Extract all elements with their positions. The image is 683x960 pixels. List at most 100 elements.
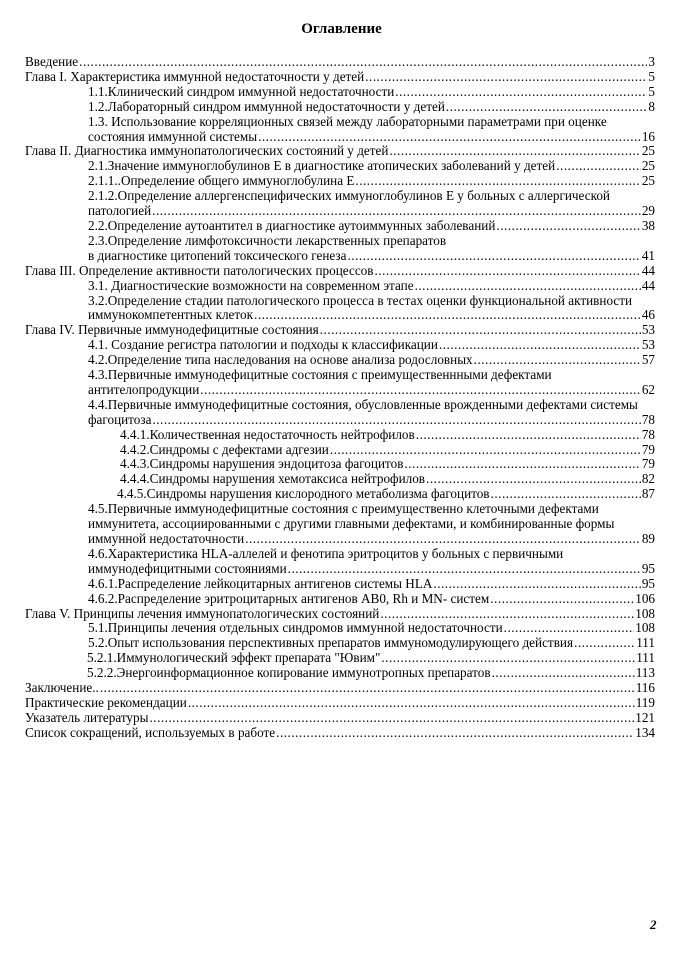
toc-entry[interactable]: 5.2.1.Иммунологический эффект препарата … (25, 650, 655, 666)
dot-leader (148, 711, 634, 726)
toc-page-number: 134 (635, 724, 655, 740)
toc-page-number: 38 (641, 217, 655, 233)
toc-entry-title: иммунитета, ассоциированными с другими г… (88, 516, 615, 532)
toc-page-number: 57 (641, 352, 655, 368)
toc-entry[interactable]: Глава I. Характеристика иммунной недоста… (25, 68, 655, 85)
toc-entry[interactable]: Глава V. Принципы лечения иммунопатологи… (25, 605, 655, 622)
dot-leader (380, 651, 635, 666)
toc-entry[interactable]: 2.1.1..Определение общего иммуноглобулин… (25, 173, 655, 189)
toc-entry[interactable]: 1.1.Клинический синдром иммунной недоста… (25, 83, 655, 100)
toc-page-number: 95 (641, 560, 655, 576)
toc-page-number: 25 (641, 158, 655, 174)
toc-entry[interactable]: 4.4.1.Количественная недостаточность ней… (25, 426, 655, 443)
toc-page-number: 5 (648, 68, 655, 84)
dot-leader (503, 621, 635, 636)
toc-entry[interactable]: Практические рекомендации 119 (25, 694, 655, 711)
toc-entry[interactable]: 2.3.Определение лимфотоксичности лекарст… (25, 233, 655, 264)
dot-leader (374, 264, 641, 279)
toc-entry[interactable]: Заключение.. 116 (25, 680, 655, 696)
toc-page-number: 82 (641, 471, 655, 487)
toc-entry[interactable]: Глава III. Определение активности патоло… (25, 262, 655, 279)
dot-leader (253, 308, 641, 323)
toc-page-number: 44 (641, 262, 655, 278)
toc-entry-title: 4.2.Определение типа наследования на осн… (88, 352, 473, 368)
toc-page-number: 111 (636, 650, 655, 666)
toc-entry[interactable]: Введение 3 (25, 54, 655, 70)
toc-entry-title: 2.2.Определение аутоантител в диагностик… (88, 217, 496, 233)
toc-page-number: 25 (641, 173, 655, 189)
toc-entry[interactable]: 2.1.2.Определение аллергенспецифических … (25, 188, 655, 219)
toc-entry-title: 4.4.4.Синдромы нарушения хемотаксиса ней… (120, 471, 426, 487)
toc-entry[interactable]: 4.4.4.Синдромы нарушения хемотаксиса ней… (25, 471, 655, 487)
toc-entry-title: 4.3.Первичные иммунодефицитные состояния… (88, 367, 552, 383)
toc-entry-title: 3.2.Определение стадии патологического п… (88, 292, 633, 308)
toc-entry-title: 4.4.1.Количественная недостаточность ней… (120, 426, 415, 442)
toc-entry[interactable]: Глава IV. Первичные иммунодефицитные сос… (25, 322, 655, 338)
toc-page-number: 46 (641, 307, 655, 323)
dot-leader (379, 607, 634, 622)
toc-page-number: 79 (641, 441, 655, 457)
toc-entry[interactable]: 4.2.Определение типа наследования на осн… (25, 352, 655, 368)
toc-page-number: 62 (641, 381, 655, 397)
dot-leader (495, 219, 640, 234)
toc-entry[interactable]: 3.2.Определение стадии патологического п… (25, 292, 655, 324)
toc-entry[interactable]: 2.1.Значение иммуноглобулинов Е в диагно… (25, 158, 655, 174)
toc-entry[interactable]: 5.2.2.Энергоинформационное копирование и… (25, 665, 655, 681)
toc-entry[interactable]: Глава II. Диагностика иммунопатологическ… (25, 144, 655, 160)
toc-entry[interactable]: 4.6.Характеристика HLA-аллелей и фенотип… (25, 545, 655, 577)
dot-leader (287, 562, 641, 577)
toc-entry[interactable]: 5.1.Принципы лечения отдельных синдромов… (25, 620, 655, 637)
toc-entry-title: 4.4.3.Синдромы нарушения эндоцитоза фаго… (120, 456, 404, 472)
toc-entry-title: 4.5.Первичные иммунодефицитные состояния… (88, 501, 599, 517)
dot-leader (445, 100, 648, 115)
toc-entry-title: патологией (88, 203, 152, 219)
toc-entry-title: 1.1.Клинический синдром иммунной недоста… (88, 83, 395, 99)
toc-entry-title: иммунодефицитными состояниями (88, 560, 287, 576)
toc-entry-title: Введение (25, 54, 79, 69)
toc-entry[interactable]: 4.4.3.Синдромы нарушения эндоцитоза фаго… (25, 456, 655, 473)
toc-entry[interactable]: 3.1. Диагностические возможности на совр… (25, 278, 655, 294)
dot-leader (199, 383, 641, 398)
toc-entry[interactable]: 1.3. Использование корреляционных связей… (25, 114, 655, 145)
toc-entry-title: 5.2.Опыт использования перспективных пре… (88, 635, 574, 651)
toc-entry-title: в диагностике цитопений токсического ген… (88, 247, 347, 263)
toc-entry[interactable]: 4.4.2.Синдромы с дефектами адгезии 79 (25, 441, 655, 458)
dot-leader (187, 696, 635, 711)
dot-leader (432, 577, 640, 592)
dot-leader (275, 726, 634, 741)
toc-entry-title: Глава I. Характеристика иммунной недоста… (25, 68, 365, 84)
dot-leader (394, 85, 647, 100)
toc-entry[interactable]: 4.3.Первичные иммунодефицитные состояния… (25, 367, 655, 398)
toc-entry[interactable]: Список сокращений, используемых в работе… (25, 724, 655, 741)
toc-entry-title: антителопродукции (88, 381, 200, 397)
toc-entry[interactable]: Указатель литературы 121 (25, 709, 655, 726)
toc-page-number: 87 (641, 486, 655, 502)
toc-entry-title: 4.4.5.Синдромы нарушения кислородного ме… (117, 486, 490, 502)
toc-entry-title: Глава IV. Первичные иммунодефицитные сос… (25, 322, 319, 338)
dot-leader (364, 70, 647, 85)
toc-entry[interactable]: 5.2.Опыт использования перспективных пре… (25, 635, 655, 651)
dot-leader (346, 249, 640, 264)
toc-page-number: 108 (635, 620, 655, 636)
toc-entry-title: 1.2.Лабораторный синдром иммунной недост… (88, 98, 445, 114)
dot-leader (555, 159, 641, 174)
toc-entry[interactable]: 4.6.1.Распределение лейкоцитарных антиге… (25, 575, 655, 592)
toc-entry-title: 4.6.Характеристика HLA-аллелей и фенотип… (88, 545, 564, 561)
toc-entry[interactable]: 2.2.Определение аутоантител в диагностик… (25, 217, 655, 234)
toc-page-number: 95 (641, 575, 655, 591)
toc-entry-title: Глава V. Принципы лечения иммунопатологи… (25, 605, 380, 621)
toc-entry[interactable]: 4.6.2.Распределение эритроцитарных антиг… (25, 591, 655, 607)
toc-page-number: 119 (635, 694, 655, 710)
toc-page-number: 121 (635, 709, 655, 725)
dot-leader (573, 636, 635, 651)
dot-leader (78, 55, 647, 70)
toc-entry[interactable]: 4.1. Создание регистра патологии и подхо… (25, 337, 655, 353)
toc-entry[interactable]: 4.5.Первичные иммунодефицитные состояния… (25, 501, 655, 547)
toc-entry-title: Указатель литературы (25, 709, 149, 725)
toc-entry[interactable]: 4.4.5.Синдромы нарушения кислородного ме… (25, 486, 655, 502)
toc-entry[interactable]: 1.2.Лабораторный синдром иммунной недост… (25, 98, 655, 115)
toc-entry[interactable]: 4.4.Первичные иммунодефицитные состояния… (25, 397, 655, 428)
toc-page-number: 8 (648, 98, 655, 114)
toc-entry-title: 2.1.1..Определение общего иммуноглобулин… (88, 173, 355, 189)
toc-page-number: 41 (641, 247, 655, 263)
